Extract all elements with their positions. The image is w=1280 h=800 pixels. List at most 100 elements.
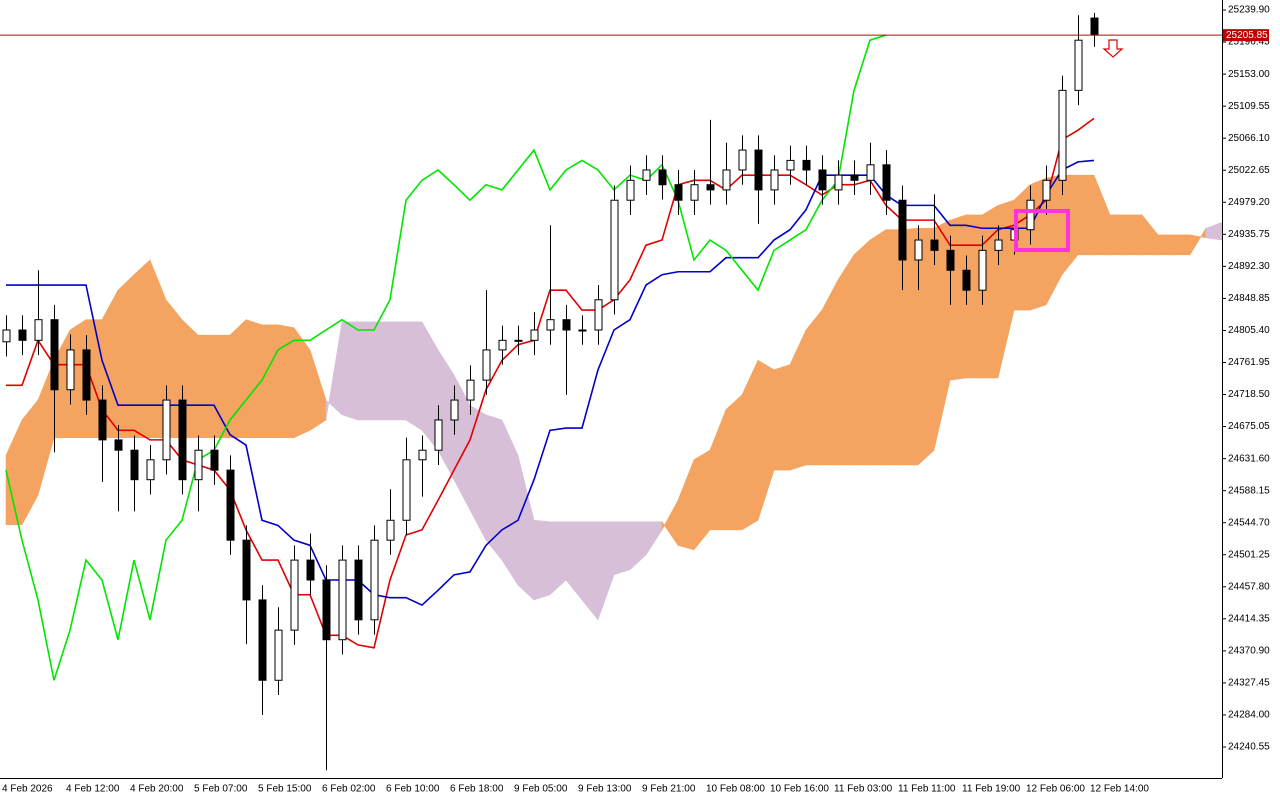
candle-body	[722, 169, 731, 191]
candle-body	[306, 559, 315, 581]
candle-body	[66, 349, 75, 391]
candle-body	[466, 379, 475, 401]
cloud-segment	[901, 227, 919, 466]
candle-body	[434, 419, 443, 451]
candle-body	[210, 449, 219, 471]
y-tick-label: 24892.30	[1228, 261, 1270, 272]
candle-body	[18, 329, 27, 341]
candle-body	[1090, 17, 1099, 36]
cloud-segment	[341, 321, 359, 421]
candle-body	[578, 329, 587, 332]
x-tick-label: 4 Feb 12:00	[66, 784, 120, 795]
y-tick-label: 24979.20	[1228, 197, 1270, 208]
candle-body	[482, 349, 491, 381]
y-tick-label: 24588.15	[1228, 485, 1270, 496]
candle-body	[226, 469, 235, 541]
candle-body	[386, 519, 395, 541]
highlight-box	[1014, 209, 1070, 252]
y-tick-label: 25066.10	[1228, 133, 1270, 144]
candle-body	[610, 199, 619, 301]
candle-body	[130, 449, 139, 481]
y-tick-label: 24631.60	[1228, 453, 1270, 464]
candle-body	[770, 169, 779, 191]
x-tick-label: 6 Feb 02:00	[322, 784, 376, 795]
cloud-segment	[837, 253, 855, 466]
y-tick-label: 25196.45	[1228, 37, 1270, 48]
x-tick-label: 6 Feb 10:00	[386, 784, 440, 795]
candle-body	[898, 199, 907, 261]
x-tick-label: 9 Feb 05:00	[514, 784, 568, 795]
plot-area	[2, 12, 1223, 771]
x-tick-label: 5 Feb 15:00	[258, 784, 312, 795]
cloud-segment	[853, 239, 871, 466]
candle-body	[786, 159, 795, 171]
candle-body	[274, 629, 283, 681]
cloud-segment	[357, 321, 375, 421]
candle-body	[1058, 89, 1067, 181]
cloud-segment	[245, 319, 263, 438]
x-tick-label: 4 Feb 2026	[2, 784, 53, 795]
x-tick-label: 11 Feb 19:00	[962, 784, 1021, 795]
cloud-segment	[1173, 234, 1191, 256]
indicator-line	[5, 34, 887, 681]
candle-body	[50, 319, 59, 391]
y-tick-label: 24414.35	[1228, 613, 1270, 624]
candle-body	[1074, 39, 1083, 91]
candle-body	[738, 149, 747, 171]
cloud-segment	[917, 227, 935, 466]
candle-body	[674, 184, 683, 201]
cloud-segment	[725, 394, 743, 531]
candle-body	[82, 349, 91, 401]
y-tick-label: 24848.85	[1228, 293, 1270, 304]
candle-body	[562, 319, 571, 331]
cloud-segment	[869, 229, 887, 466]
candle-body	[450, 399, 459, 421]
candle-body	[498, 339, 507, 351]
candle-body	[594, 299, 603, 331]
cloud-segment	[213, 334, 231, 438]
cloud-segment	[613, 521, 631, 576]
candle-body	[706, 184, 715, 191]
candle-body	[962, 269, 971, 291]
y-tick-label: 24327.45	[1228, 678, 1270, 689]
candle-body	[34, 319, 43, 341]
cloud-segment	[965, 214, 983, 379]
y-tick-label: 24805.40	[1228, 325, 1270, 336]
candle-body	[818, 169, 827, 191]
cloud-segment	[229, 318, 247, 438]
last-price-label: 25205.85	[1226, 30, 1268, 41]
cloud-segment	[405, 321, 423, 431]
x-tick-label: 5 Feb 07:00	[194, 784, 248, 795]
x-tick-label: 12 Feb 06:00	[1026, 784, 1085, 795]
y-tick-label: 25022.65	[1228, 165, 1270, 176]
candle-body	[930, 239, 939, 251]
y-tick-label: 25109.55	[1228, 101, 1270, 112]
candle-body	[370, 539, 379, 621]
candle-body	[114, 439, 123, 451]
y-tick-label: 24544.70	[1228, 517, 1270, 528]
x-tick-label: 11 Feb 03:00	[834, 784, 893, 795]
y-tick-label: 24761.95	[1228, 357, 1270, 368]
candle-body	[850, 174, 859, 181]
x-tick-label: 9 Feb 13:00	[578, 784, 632, 795]
candle-body	[642, 169, 651, 181]
candle-body	[146, 459, 155, 481]
candle-body	[1042, 179, 1051, 201]
cloud-segment	[949, 214, 967, 381]
candle-body	[514, 339, 523, 342]
cloud-segment	[533, 519, 551, 601]
candle-body	[1026, 199, 1035, 231]
candle-body	[834, 174, 843, 191]
candle-body	[354, 559, 363, 621]
cloud-segment	[1125, 214, 1143, 256]
candle-body	[914, 239, 923, 261]
candle-body	[658, 169, 667, 186]
candle-body	[2, 329, 11, 343]
y-tick-label: 25153.00	[1228, 69, 1270, 80]
candle-body	[242, 539, 251, 601]
y-tick-label: 24240.55	[1228, 742, 1270, 753]
candle-body	[258, 599, 267, 681]
candle-body	[178, 399, 187, 481]
cloud-segment	[773, 364, 791, 471]
